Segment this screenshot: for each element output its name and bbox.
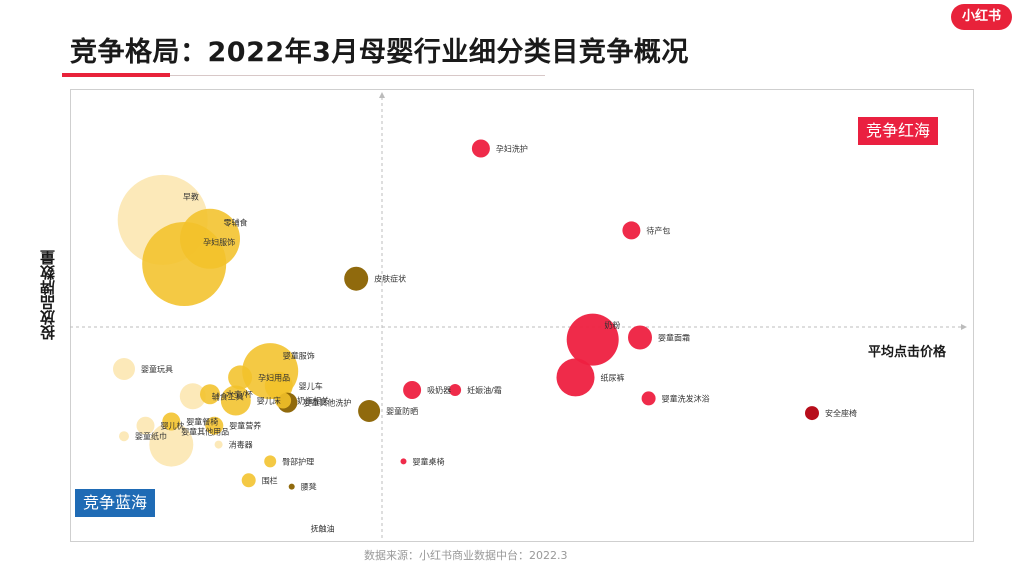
bubble-label: 婴儿床 [257,396,281,406]
bubble-label: 婴童面霜 [658,333,690,343]
bubble-label: 纸尿裤 [601,372,625,382]
title-underline [170,75,545,76]
bubble-point-14 [113,358,135,380]
bubble-label: 臀部护理 [282,456,314,466]
bubble-point-27 [449,384,462,396]
bubble-point-2 [180,208,240,269]
bubble-point-6 [556,358,595,397]
bubble-label: 婴童纸巾 [135,431,167,441]
bubble-label: 抚触油 [311,524,335,534]
bubble-point-24 [641,391,656,406]
bubble-label: 婴童玩具 [141,364,173,374]
bubble-label: 早教 [183,192,199,202]
bubble-point-12 [228,365,253,390]
bubble-point-11 [344,266,369,291]
bubble-point-5 [149,422,194,467]
bubble-point-29 [119,431,129,442]
title-underline-accent [62,73,170,77]
bubble-label: 婴童餐椅 [186,417,218,427]
data-source-note: 数据来源：小红书商业数据中台：2022.3 [364,549,568,562]
bubble-point-30 [214,440,223,449]
bubble-point-16 [200,384,220,405]
bubble-label: 零辅食 [224,217,248,227]
bubble-label: 婴儿枕 [161,421,185,431]
bubble-label: 腰凳 [301,482,317,492]
bubble-point-17 [471,139,490,158]
bubble-point-25 [805,406,819,421]
bubble-point-7 [220,385,251,416]
bubble-label: 婴童营养 [229,421,261,431]
bubble-label: 婴童防晒 [386,406,418,416]
bubble-point-19 [403,381,422,399]
bubble-label: 皮肤症状 [374,274,406,284]
bubble-label: 婴童洗发沐浴 [662,393,710,403]
bubble-label: 辅食工具 [212,391,244,401]
bubble-point-9 [179,383,206,410]
bubble-point-20 [136,416,155,435]
bubble-label: 婴童桌椅 [413,456,445,466]
quadrant-label-blue-ocean: 竞争蓝海 [75,489,156,517]
bubble-label: 水壶/杯 [226,389,253,399]
bubble-point-32 [288,483,295,490]
bubble-point-18 [622,221,641,240]
bubble-label: 围栏 [262,475,278,485]
y-axis-label: 投放品牌数量 [39,250,57,340]
plot-area [70,89,974,542]
bubble-label: 吸奶器 [427,385,451,395]
brand-logo: 小红书 [951,4,1012,30]
x-axis-label: 平均点击价格 [868,345,947,360]
bubble-label: 待产包 [646,225,670,235]
bubble-point-23 [275,392,292,409]
bubble-point-21 [162,412,181,431]
bubble-label: 婴童服饰 [283,351,315,361]
bubble-label: 奶瓶相关 [297,396,329,406]
bubble-label: 婴儿车 [299,381,323,391]
bubble-label: 消毒器 [229,440,253,450]
bubble-point-31 [400,458,407,465]
bubble-label: 婴童其他用品 [181,427,229,437]
bubble-point-13 [358,400,381,422]
page-title: 竞争格局：2022年3月母婴行业细分类目竞争概况 [70,37,689,68]
bubble-label: 安全座椅 [825,408,857,418]
bubble-point-28 [264,455,277,468]
bubble-label: 孕妇洗护 [496,144,528,154]
bubble-label: 婴童其他洗护 [303,398,351,408]
bubble-label: 孕妇服饰 [203,237,235,247]
bubble-point-26 [241,473,256,488]
bubble-label: 孕妇用品 [258,372,290,382]
bubble-point-10 [628,325,652,350]
bubble-label: 奶粉 [604,320,620,330]
quadrant-label-red-ocean: 竞争红海 [858,117,939,145]
bubble-label: 妊娠油/霜 [467,385,502,395]
bubble-point-22 [205,416,224,435]
bubble-point-4 [566,313,619,366]
